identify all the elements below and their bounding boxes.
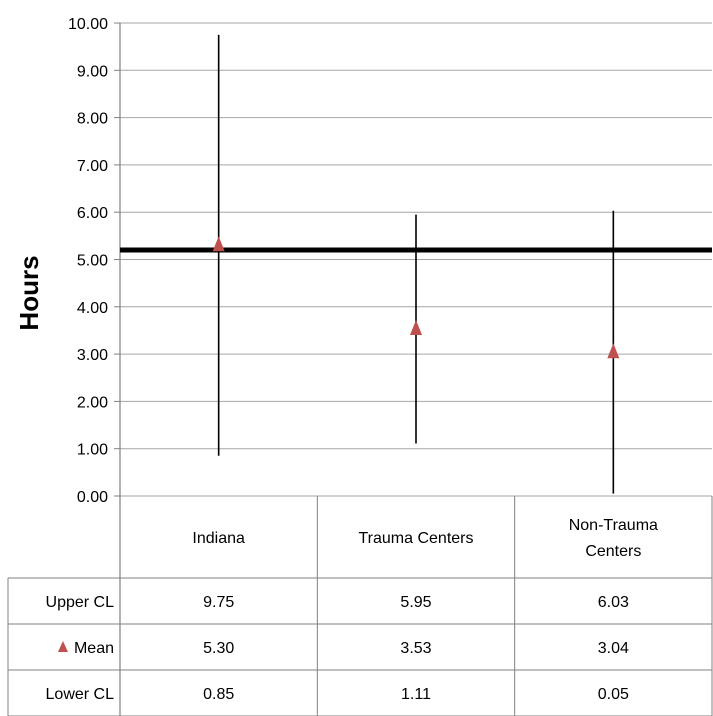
y-tick-label: 10.00 [68, 16, 108, 33]
legend-mean-marker [57, 641, 68, 652]
table-cell: 0.85 [203, 686, 234, 703]
table-row-label: Mean [74, 640, 114, 657]
category-label: Indiana [192, 530, 245, 547]
y-tick-label: 2.00 [77, 394, 108, 411]
y-tick-label: 9.00 [77, 63, 108, 80]
y-tick-label: 8.00 [77, 111, 108, 128]
mean-marker [212, 236, 225, 252]
table-cell: 5.30 [203, 640, 234, 657]
category-label: Centers [585, 543, 641, 560]
table-cell: 1.11 [401, 686, 431, 703]
category-label: Trauma Centers [359, 530, 474, 547]
table-cell: 3.53 [400, 640, 431, 657]
y-tick-label: 0.00 [77, 489, 108, 506]
table-cell: 9.75 [203, 594, 234, 611]
y-tick-label: 6.00 [77, 205, 108, 222]
error-bars [217, 34, 615, 494]
mean-marker [410, 320, 422, 336]
table-row-label: Upper CL [46, 594, 115, 611]
data-table: Indiana Trauma Centers Non-Trauma Centers Up… [7, 496, 713, 716]
y-tick-label: 1.00 [77, 442, 108, 459]
table-cell: 0.05 [598, 686, 629, 703]
gridlines [114, 22, 712, 497]
mean-marker [607, 343, 620, 359]
y-tick-label: 7.00 [77, 158, 108, 175]
category-label: Non-Trauma [569, 517, 658, 534]
y-tick-label: 4.00 [77, 300, 108, 317]
y-tick-label: 3.00 [77, 347, 108, 364]
table-cell: 5.95 [400, 594, 431, 611]
y-axis-label: Hours [14, 255, 44, 330]
table-cell: 6.03 [598, 594, 629, 611]
y-tick-label: 5.00 [77, 253, 108, 270]
mean-markers [212, 236, 620, 359]
table-cell: 3.04 [598, 640, 629, 657]
table-row-label: Lower CL [46, 686, 115, 703]
y-tick-labels: 0.00 1.00 2.00 3.00 4.00 5.00 6.00 7.00 8.00 9.00… [68, 16, 108, 506]
